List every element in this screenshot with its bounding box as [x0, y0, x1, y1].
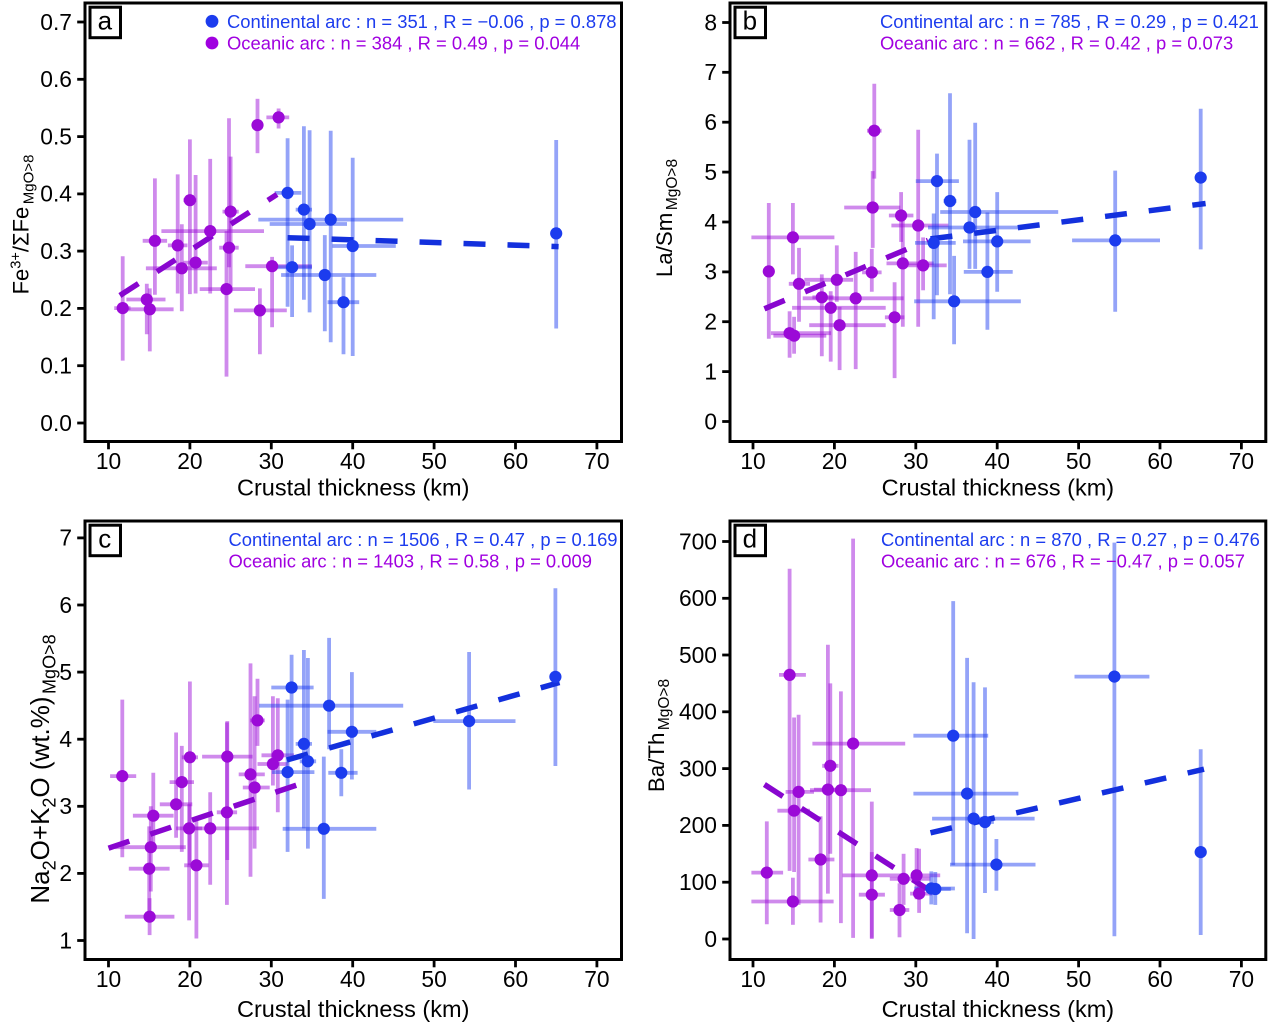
svg-text:70: 70 [1229, 966, 1254, 992]
svg-text:Oceanic arc : n = 676 , R = −0: Oceanic arc : n = 676 , R = −0.47 , p = … [881, 551, 1245, 572]
svg-text:0.2: 0.2 [40, 295, 72, 321]
svg-text:30: 30 [903, 966, 928, 992]
svg-text:4: 4 [59, 726, 72, 752]
svg-text:0.5: 0.5 [40, 123, 72, 149]
svg-text:30: 30 [903, 448, 928, 474]
svg-text:0.7: 0.7 [40, 9, 72, 35]
svg-text:60: 60 [503, 966, 528, 992]
svg-text:0.1: 0.1 [40, 353, 72, 379]
svg-text:3: 3 [704, 259, 717, 285]
svg-text:0.6: 0.6 [40, 66, 72, 92]
svg-text:30: 30 [259, 966, 284, 992]
svg-text:Crustal thickness (km): Crustal thickness (km) [237, 475, 469, 501]
svg-text:50: 50 [421, 966, 446, 992]
svg-text:40: 40 [985, 966, 1010, 992]
svg-text:Continental arc : n = 1506 , R: Continental arc : n = 1506 , R = 0.47 , … [229, 529, 618, 550]
svg-text:0: 0 [704, 408, 717, 434]
svg-text:5: 5 [704, 159, 717, 185]
svg-text:Fe3+​/ΣFe MgO>8​: Fe3+​/ΣFe MgO>8​ [8, 155, 37, 295]
svg-text:Crustal thickness (km): Crustal thickness (km) [882, 996, 1114, 1022]
svg-text:70: 70 [584, 966, 609, 992]
svg-text:0.3: 0.3 [40, 238, 72, 264]
svg-text:Oceanic arc : n = 1403 , R = 0: Oceanic arc : n = 1403 , R = 0.58 , p = … [229, 551, 592, 572]
svg-text:a: a [98, 5, 113, 35]
svg-text:Continental arc : n = 785 , R: Continental arc : n = 785 , R = 0.29 , p… [880, 11, 1259, 32]
svg-text:7: 7 [59, 525, 72, 551]
svg-text:d: d [743, 523, 757, 553]
svg-text:20: 20 [822, 966, 847, 992]
svg-text:600: 600 [679, 585, 717, 611]
svg-text:Oceanic arc : n = 662 , R = 0.: Oceanic arc : n = 662 , R = 0.42 , p = 0… [880, 33, 1233, 54]
svg-text:1: 1 [704, 358, 717, 384]
svg-text:Ba/Th MgO>8​: Ba/Th MgO>8​ [644, 679, 673, 792]
svg-text:50: 50 [421, 448, 446, 474]
svg-text:7: 7 [704, 59, 717, 85]
svg-text:50: 50 [1066, 966, 1091, 992]
svg-text:0: 0 [704, 926, 717, 952]
svg-text:10: 10 [96, 448, 121, 474]
svg-text:0.0: 0.0 [40, 410, 72, 436]
svg-text:Continental arc : n = 351 , R: Continental arc : n = 351 , R = −0.06 , … [227, 11, 617, 32]
svg-text:6: 6 [704, 109, 717, 135]
svg-text:Oceanic arc : n = 384 , R = 0.: Oceanic arc : n = 384 , R = 0.49 , p = 0… [227, 33, 580, 54]
svg-text:20: 20 [177, 448, 202, 474]
svg-text:8: 8 [704, 9, 717, 35]
svg-text:400: 400 [679, 699, 717, 725]
svg-text:b: b [743, 5, 757, 35]
svg-text:6: 6 [59, 592, 72, 618]
svg-text:300: 300 [679, 755, 717, 781]
svg-text:700: 700 [679, 528, 717, 554]
svg-text:40: 40 [340, 966, 365, 992]
svg-text:Na2​O+K2​O (wt.%) MgO>8​: Na2​O+K2​O (wt.%) MgO>8​ [25, 634, 59, 903]
svg-text:10: 10 [740, 966, 765, 992]
svg-text:20: 20 [177, 966, 202, 992]
svg-text:70: 70 [584, 448, 609, 474]
svg-text:2: 2 [704, 309, 717, 335]
svg-text:c: c [98, 523, 111, 553]
svg-text:60: 60 [1147, 966, 1172, 992]
svg-text:Continental arc : n = 870 , R: Continental arc : n = 870 , R = 0.27 , p… [881, 529, 1260, 550]
svg-text:200: 200 [679, 812, 717, 838]
svg-text:Crustal thickness (km): Crustal thickness (km) [882, 475, 1114, 501]
svg-text:60: 60 [1147, 448, 1172, 474]
svg-text:2: 2 [59, 860, 72, 886]
svg-text:0.4: 0.4 [40, 181, 72, 207]
svg-text:La/Sm MgO>8​: La/Sm MgO>8​ [652, 159, 681, 277]
svg-text:500: 500 [679, 642, 717, 668]
svg-text:1: 1 [59, 927, 72, 953]
svg-text:50: 50 [1066, 448, 1091, 474]
svg-text:40: 40 [985, 448, 1010, 474]
svg-text:100: 100 [679, 869, 717, 895]
svg-text:60: 60 [503, 448, 528, 474]
svg-text:40: 40 [340, 448, 365, 474]
svg-text:4: 4 [704, 209, 717, 235]
svg-text:30: 30 [259, 448, 284, 474]
svg-text:3: 3 [59, 793, 72, 819]
svg-text:Crustal thickness (km): Crustal thickness (km) [237, 996, 469, 1022]
svg-text:70: 70 [1229, 448, 1254, 474]
svg-text:5: 5 [59, 659, 72, 685]
svg-text:20: 20 [822, 448, 847, 474]
svg-text:10: 10 [96, 966, 121, 992]
svg-text:10: 10 [740, 448, 765, 474]
